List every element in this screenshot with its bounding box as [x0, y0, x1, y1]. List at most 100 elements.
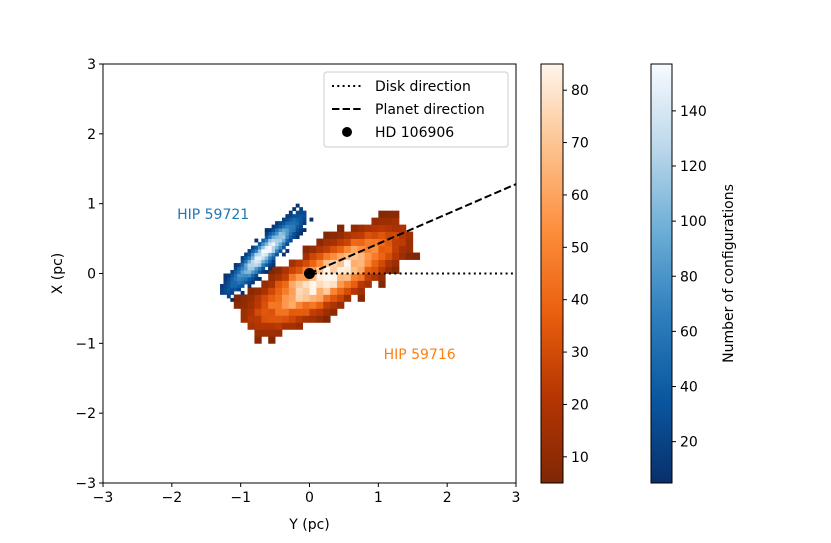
heatmap-cell — [378, 273, 386, 281]
heatmap-cell — [288, 221, 293, 226]
heatmap-cell — [233, 273, 238, 278]
hd-106906-marker — [304, 268, 315, 279]
heatmap-hip-59721 — [220, 203, 314, 302]
heatmap-cell — [233, 266, 238, 271]
heatmap-cell — [278, 228, 283, 232]
heatmap-cell — [264, 249, 269, 253]
heatmap-cell — [268, 315, 276, 323]
heatmap-cell — [385, 266, 393, 274]
heatmap-cell — [299, 217, 304, 222]
heatmap-cell — [330, 231, 338, 239]
heatmap-cell — [288, 301, 297, 309]
heatmap-cell — [316, 273, 324, 281]
heatmap-cell — [244, 259, 248, 264]
heatmap-cell — [244, 263, 248, 267]
heatmap-cell — [357, 245, 365, 253]
heatmap-cell — [254, 266, 259, 271]
heatmap-cell — [268, 308, 276, 316]
heatmap-cell — [261, 322, 269, 330]
heatmap-cell — [295, 294, 304, 302]
heatmap-cell — [268, 336, 276, 344]
heatmap-cell — [299, 207, 304, 212]
heatmap-cell — [261, 263, 266, 267]
heatmap-cell — [285, 221, 290, 226]
heatmap-cell — [264, 238, 269, 243]
heatmap-cell — [309, 245, 317, 253]
heatmap-cell — [275, 273, 283, 281]
heatmap-cell — [233, 301, 242, 309]
heatmap-cell — [316, 280, 324, 288]
heatmap-cell — [275, 294, 283, 302]
heatmap-cell — [288, 273, 297, 281]
heatmap-cell — [268, 242, 273, 246]
heatmap-cell — [295, 231, 300, 236]
heatmap-cell — [350, 280, 359, 288]
heatmap-cell — [343, 273, 352, 281]
heatmap-cell — [237, 287, 242, 292]
plot-area: −3 −2 −1 0 1 2 3 −3 −2 −1 0 1 2 3 Y (pc) X (pc) HIP … — [50, 57, 520, 533]
heatmap-cell — [330, 301, 338, 309]
heatmap-cell — [337, 266, 345, 274]
heatmap-cell — [323, 259, 331, 267]
heatmap-cell — [281, 273, 290, 281]
heatmap-cell — [271, 256, 276, 260]
heatmap-cell — [275, 280, 283, 288]
heatmap-cell — [271, 235, 276, 239]
heatmap-cell — [309, 308, 317, 316]
heatmap-cell — [247, 266, 252, 271]
heatmap-cell — [254, 259, 259, 264]
heatmap-cell — [288, 228, 293, 232]
heatmap-cell — [268, 249, 273, 253]
heatmap-cell — [392, 217, 400, 226]
heatmap-cell — [247, 322, 255, 330]
heatmap-cell — [281, 301, 290, 309]
heatmap-cell — [271, 242, 276, 246]
heatmap-cell — [343, 259, 352, 267]
heatmap-cell — [343, 266, 352, 274]
heatmap-cell — [264, 259, 269, 264]
heatmap-cell — [240, 256, 245, 260]
heatmap-cell — [302, 221, 307, 226]
heatmap-cell — [230, 280, 235, 285]
heatmap-cell — [240, 263, 245, 267]
heatmap-cell — [257, 252, 262, 257]
heatmap-cell — [330, 252, 338, 260]
heatmap-cell — [281, 242, 286, 246]
heatmap-cell — [240, 308, 248, 316]
x-tick-label: 3 — [512, 490, 521, 506]
heatmap-cell — [405, 231, 414, 239]
heatmap-cell — [254, 245, 259, 250]
heatmap-cell — [295, 221, 300, 226]
heatmap-cell — [268, 294, 276, 302]
heatmap-cell — [302, 252, 310, 260]
heatmap-cell — [230, 290, 235, 295]
heatmap-cell — [247, 308, 255, 316]
heatmap-cell — [343, 280, 352, 288]
heatmap-cell — [378, 224, 386, 232]
heatmap-cell — [275, 224, 279, 229]
heatmap-cell — [357, 280, 365, 288]
heatmap-cell — [275, 266, 283, 274]
heatmap-cell — [261, 249, 266, 253]
heatmap-cell — [254, 273, 259, 278]
heatmap-cell — [226, 276, 231, 281]
heatmap-cell — [244, 252, 248, 257]
heatmap-cell — [412, 252, 421, 260]
heatmap-cell — [250, 245, 255, 250]
heatmap-cell — [288, 259, 297, 267]
heatmap-cell — [337, 224, 345, 232]
heatmap-cell — [240, 301, 248, 309]
heatmap-cell — [254, 336, 262, 344]
heatmap-cell — [292, 235, 297, 239]
heatmap-cell — [285, 228, 290, 232]
heatmap-cell — [281, 294, 290, 302]
heatmap-cell — [350, 273, 359, 281]
colorbar-hip-59716-frame — [540, 63, 564, 484]
colorbar-tick-label: 40 — [571, 293, 589, 309]
heatmap-cell — [350, 259, 359, 267]
heatmap-cell — [240, 273, 245, 278]
heatmap-cell — [220, 290, 224, 295]
heatmap-cell — [398, 252, 407, 260]
heatmap-cell — [271, 231, 276, 236]
heatmap-cell — [288, 238, 293, 243]
